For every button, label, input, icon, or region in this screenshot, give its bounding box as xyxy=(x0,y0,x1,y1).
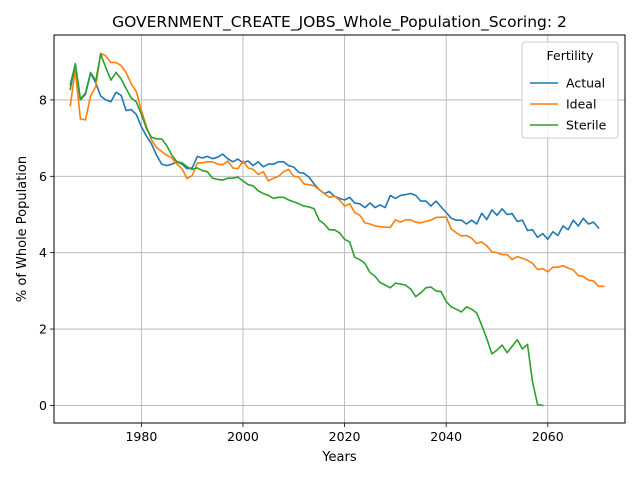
y-tick-label: 4 xyxy=(39,245,47,260)
x-tick-label: 2060 xyxy=(532,429,564,444)
series-line-sterile xyxy=(69,53,544,407)
legend-label-ideal: Ideal xyxy=(566,97,596,112)
chart-title: GOVERNMENT_CREATE_JOBS_Whole_Population_… xyxy=(112,13,567,32)
y-tick-label: 6 xyxy=(39,169,47,184)
x-tick-label: 1980 xyxy=(125,429,157,444)
legend-label-actual: Actual xyxy=(566,76,605,91)
plot-frame xyxy=(53,34,626,424)
y-tick-label: 8 xyxy=(39,92,47,107)
x-tick-label: 2040 xyxy=(430,429,462,444)
y-tick-label: 0 xyxy=(39,398,47,413)
series-line-ideal xyxy=(69,52,605,288)
legend-box xyxy=(521,41,619,139)
x-axis: 1980 2000 2020 2040 2060 xyxy=(125,423,564,444)
legend-label-sterile: Sterile xyxy=(566,118,607,133)
y-axis-label: % of Whole Population xyxy=(15,156,30,302)
x-tick-label: 2000 xyxy=(227,429,259,444)
y-tick-label: 2 xyxy=(39,322,47,337)
legend-items: Actual Ideal Sterile xyxy=(530,76,607,133)
y-axis: 0 2 4 6 8 xyxy=(39,92,54,413)
legend: Fertility Actual Ideal Sterile xyxy=(521,41,619,139)
x-tick-label: 2020 xyxy=(329,429,361,444)
x-axis-label: Years xyxy=(321,450,357,465)
plot-lines xyxy=(69,52,605,407)
legend-title: Fertility xyxy=(547,48,595,63)
